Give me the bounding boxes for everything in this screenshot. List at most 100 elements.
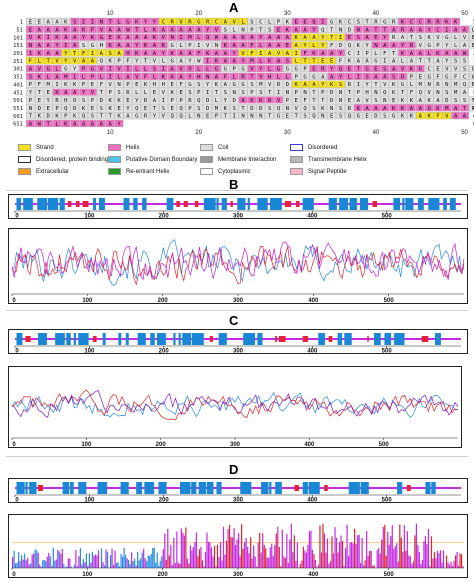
residue-letter: S — [268, 27, 271, 33]
residue-letter: C — [419, 19, 422, 25]
disorder-bar — [402, 552, 403, 568]
disorder-bar — [185, 527, 186, 568]
residue-letter: N — [339, 98, 342, 104]
disorder-bar — [285, 558, 286, 568]
row-start-number: 501 — [13, 98, 23, 104]
disorder-bar — [270, 547, 271, 568]
disorder-bar — [104, 565, 105, 568]
disorder-bar — [17, 563, 18, 568]
helix-segment — [207, 482, 214, 494]
disorder-bar — [128, 560, 129, 568]
disorder-bar — [221, 561, 222, 568]
strand-segment — [294, 485, 298, 491]
prediction-line — [12, 246, 464, 284]
residue-letter: S — [339, 106, 342, 112]
disorder-bar — [42, 560, 43, 568]
strand-segment — [279, 336, 286, 342]
disorder-bar — [331, 536, 332, 568]
disorder-bar — [205, 552, 206, 568]
residue-letter: N — [357, 27, 360, 33]
row-start-number: 651 — [13, 122, 23, 128]
disorder-bar — [244, 542, 245, 568]
disorder-bar — [455, 555, 456, 568]
helix-segment — [124, 198, 130, 210]
helix-segment — [144, 482, 154, 494]
disorder-bar — [396, 543, 397, 568]
disorder-bar — [319, 525, 320, 568]
disorder-bar — [101, 548, 102, 568]
disorder-bar — [374, 565, 375, 568]
disorder-bar — [420, 564, 421, 568]
strand-segment — [68, 201, 72, 207]
legend-swatch — [108, 144, 121, 151]
disorder-bar — [307, 545, 308, 568]
residue-letter: S — [241, 90, 244, 96]
disorder-bar — [313, 554, 314, 568]
disorder-bar — [63, 564, 64, 568]
disorder-bar — [447, 562, 448, 568]
plot-tick-label: 300 — [233, 572, 244, 577]
plot-tick-label: 400 — [308, 298, 319, 303]
disorder-bar — [137, 552, 138, 568]
helix-segment — [142, 198, 146, 210]
residue-letter: S — [197, 106, 200, 112]
disorder-bar — [381, 540, 382, 568]
disorder-bar — [304, 551, 305, 568]
disorder-bar — [371, 551, 372, 568]
residue-letter: S — [357, 35, 360, 41]
disorder-bar — [384, 525, 385, 568]
disorder-bar — [289, 540, 290, 568]
track-tick-label: 500 — [382, 214, 393, 219]
residue-letter: N — [339, 27, 342, 33]
disorder-bar — [15, 563, 16, 568]
disorder-bar — [348, 556, 349, 568]
helix-segment — [93, 198, 96, 210]
helix-segment — [173, 333, 175, 345]
row-start-number: 351 — [13, 75, 23, 81]
plot-tick-label: 100 — [82, 298, 93, 303]
strand-segment — [303, 336, 308, 342]
disorder-bar — [392, 525, 393, 568]
disorder-bar — [233, 528, 234, 568]
residue-letter: N — [117, 82, 120, 88]
legend-item: Coil — [200, 144, 228, 151]
disorder-bar — [182, 533, 183, 568]
disorder-bar — [417, 545, 418, 568]
disorder-bar — [241, 524, 242, 568]
helix-segment — [199, 482, 206, 494]
strand-segment — [210, 336, 213, 342]
residue-letter: I — [179, 35, 182, 41]
track-tick-label: 200 — [159, 214, 170, 219]
disorder-bar — [288, 563, 289, 568]
residue-letter: S — [392, 74, 395, 80]
disorder-bar — [432, 558, 433, 568]
legend-swatch — [200, 156, 213, 163]
disorder-bar — [75, 550, 76, 568]
disorder-bar — [425, 536, 426, 568]
plot-tick-label: 0 — [12, 298, 16, 303]
helix-segment — [216, 198, 218, 210]
disorder-bar — [240, 556, 241, 568]
disorder-bar — [372, 566, 373, 568]
disorder-bar — [327, 538, 328, 568]
disorder-bar — [258, 542, 259, 568]
helix-segment — [55, 333, 65, 345]
disorder-bar — [227, 529, 228, 568]
disorder-bar — [36, 550, 37, 568]
disorder-bar — [357, 535, 358, 568]
disorder-bar — [395, 546, 396, 568]
track-tick-label: 0 — [15, 214, 19, 219]
disorder-bar — [226, 541, 227, 568]
disorder-bar — [434, 552, 435, 568]
residue-letter: N — [445, 82, 448, 88]
disorder-bar — [80, 548, 81, 568]
disorder-bar — [440, 550, 441, 568]
residue-letter: C — [215, 19, 218, 25]
helix-segment — [394, 333, 404, 345]
helix-segment — [261, 482, 268, 494]
disorder-bar — [133, 561, 134, 568]
helix-segment — [243, 333, 255, 345]
